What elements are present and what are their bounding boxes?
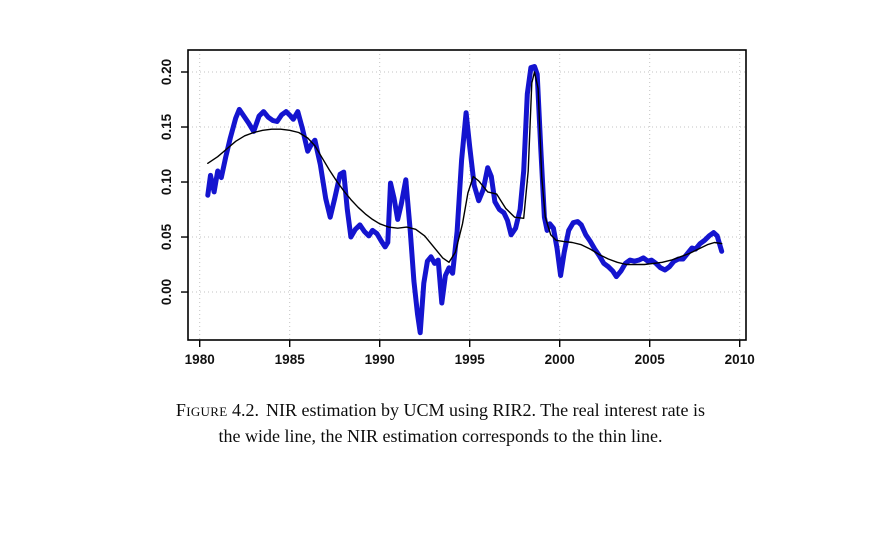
- y-axis-tick-label: 0.10: [159, 169, 174, 195]
- y-axis-tick-label: 0.20: [159, 59, 174, 85]
- y-axis-tick-label: 0.00: [159, 279, 174, 305]
- x-axis-tick-label: 1985: [275, 352, 306, 367]
- caption-text-line1: NIR estimation by UCM using RIR2. The re…: [265, 400, 706, 420]
- x-axis-tick-label: 1980: [185, 352, 215, 367]
- x-axis-tick-label: 2005: [635, 352, 666, 367]
- plot-frame: [187, 49, 747, 341]
- x-axis-tick-label: 2010: [725, 352, 755, 367]
- x-axis-tick-label: 1995: [455, 352, 486, 367]
- nir-thin-line: [207, 71, 723, 266]
- x-axis-tick-label: 1990: [365, 352, 395, 367]
- figure-caption: Figure 4.2. NIR estimation by UCM using R…: [81, 398, 801, 449]
- y-axis-tick-label: 0.05: [159, 223, 174, 250]
- x-axis-tick-label: 2000: [545, 352, 575, 367]
- rir-wide-line: [205, 64, 725, 336]
- caption-text-line2: the wide line, the NIR estimation corres…: [218, 425, 663, 446]
- caption-number: 4.2.: [231, 400, 259, 420]
- nir-ucm-line-chart: 1980 1985 1990 1995 2000 2005 2010 0.00 0.05 0.10…: [159, 49, 755, 367]
- caption-label: Figure: [175, 400, 228, 420]
- y-axis-tick-label: 0.15: [159, 113, 174, 140]
